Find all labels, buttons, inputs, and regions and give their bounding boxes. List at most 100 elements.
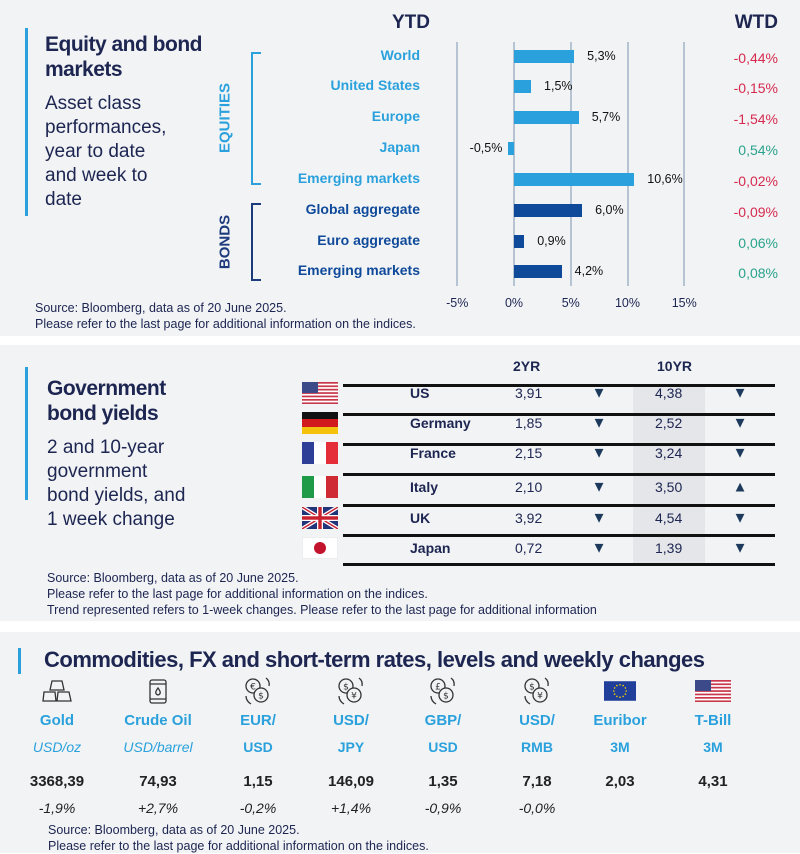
commodity-item: $ ¥ USD/RMB 7,18 -0,0%: [487, 676, 587, 816]
trend-down-icon: ▼: [732, 384, 748, 402]
country-name: Japan: [410, 540, 451, 556]
trend-down-icon: ▼: [732, 444, 748, 462]
wtd-value: -0,44%: [733, 50, 778, 66]
x-tick-label: 10%: [614, 296, 641, 310]
yield-10yr: 4,54: [655, 510, 683, 526]
yield-10yr: 2,52: [655, 415, 683, 431]
table-divider: [343, 413, 775, 416]
value-label: 6,0%: [595, 203, 624, 217]
commodity-item: £ $ GBP/USD 1,35 -0,9%: [393, 676, 493, 816]
item-unit: USD/oz: [32, 739, 82, 755]
x-tick-label: -5%: [446, 296, 469, 310]
commodity-item: Gold USD/oz 3368,39 -1,9%: [7, 676, 107, 816]
item-weekly-change: -1,9%: [38, 800, 76, 816]
bonds-group-label: BONDS: [216, 214, 234, 270]
item-weekly-change: -0,9%: [424, 800, 462, 816]
category-label: Emerging markets: [297, 262, 420, 278]
bar: [514, 80, 532, 93]
section-title: Commodities, FX and short-term rates, le…: [44, 647, 705, 672]
header-10yr: 10YR: [657, 358, 693, 374]
yield-2yr: 3,92: [515, 510, 543, 526]
gridline: [456, 42, 459, 286]
currency-exchange-icon: $ ¥: [487, 676, 587, 706]
trend-down-icon: ▼: [591, 478, 607, 496]
svg-text:$: $: [258, 692, 264, 702]
germany-flag-icon: [302, 412, 338, 434]
svg-text:£: £: [435, 683, 441, 693]
commodities-section: Commodities, FX and short-term rates, le…: [0, 632, 800, 853]
svg-text:€: €: [250, 683, 256, 693]
commodity-item: Euribor 3M 2,03: [570, 676, 670, 800]
trend-down-icon: ▼: [591, 509, 607, 527]
wtd-value: 0,54%: [738, 142, 778, 158]
bar: [508, 142, 514, 155]
gridline: [513, 42, 515, 286]
value-label: 1,5%: [544, 79, 573, 93]
source-note: Source: Bloomberg, data as of 20 June 20…: [48, 823, 429, 853]
wtd-value: 0,06%: [738, 235, 778, 251]
currency-exchange-icon: € $: [208, 676, 308, 706]
item-unit: USD: [428, 739, 458, 755]
trend-down-icon: ▼: [732, 539, 748, 557]
equities-group-label: EQUITIES: [216, 82, 234, 154]
wtd-value: -1,54%: [733, 111, 778, 127]
equities-bracket: [251, 52, 261, 185]
country-name: France: [410, 445, 456, 461]
table-divider: [343, 504, 775, 507]
bar: [514, 204, 583, 217]
gridline: [626, 42, 629, 286]
item-unit: USD: [243, 739, 273, 755]
accent-bar: [25, 28, 28, 216]
category-label: Europe: [371, 108, 420, 124]
section-subtitle: Asset class performances, year to date a…: [45, 93, 167, 210]
category-label: Euro aggregate: [317, 232, 420, 248]
equity-bond-section: Equity and bond markets Asset class perf…: [0, 0, 800, 336]
category-label: Emerging markets: [297, 170, 420, 186]
item-label: Crude Oil: [124, 712, 192, 729]
yield-2yr: 3,91: [515, 385, 543, 401]
wtd-value: -0,09%: [733, 204, 778, 220]
country-name: UK: [410, 510, 431, 526]
accent-bar: [25, 367, 28, 500]
table-divider: [343, 563, 775, 566]
header-2yr: 2YR: [513, 358, 541, 374]
bar: [514, 50, 575, 63]
table-divider: [343, 534, 775, 537]
item-weekly-change: -0,2%: [239, 800, 277, 816]
oil-barrel-icon: [108, 676, 208, 706]
us-flag-icon: [663, 676, 763, 706]
trend-down-icon: ▼: [591, 384, 607, 402]
yield-2yr: 0,72: [515, 540, 543, 556]
item-label: EUR/: [240, 712, 276, 729]
trend-down-icon: ▼: [591, 444, 607, 462]
country-name: US: [410, 385, 430, 401]
source-note: Source: Bloomberg, data as of 20 June 20…: [35, 301, 416, 331]
wtd-header: WTD: [734, 12, 778, 33]
currency-exchange-icon: £ $: [393, 676, 493, 706]
value-label: 5,3%: [587, 49, 616, 63]
gridline: [569, 42, 572, 286]
bar: [514, 111, 579, 124]
yield-10yr: 1,39: [655, 540, 683, 556]
uk-flag-icon: [300, 505, 340, 531]
item-weekly-change: +1,4%: [330, 800, 372, 816]
value-label: 5,7%: [591, 110, 621, 124]
item-label: USD/: [519, 712, 555, 729]
trend-down-icon: ▼: [591, 414, 607, 432]
section-title: Equity and bond markets: [45, 33, 202, 81]
item-value: 4,31: [698, 773, 728, 790]
yield-10yr: 3,24: [655, 445, 683, 461]
item-weekly-change: +2,7%: [137, 800, 179, 816]
category-label: Global aggregate: [305, 201, 420, 217]
svg-text:$: $: [443, 692, 449, 702]
item-label: GBP/: [424, 712, 462, 729]
commodity-item: T-Bill 3M 4,31: [663, 676, 763, 800]
svg-text:$: $: [343, 683, 349, 693]
x-tick-label: 0%: [504, 296, 524, 310]
eu-flag-icon: [570, 676, 670, 706]
section-subtitle: 2 and 10-year government bond yields, an…: [47, 437, 186, 530]
svg-text:¥: ¥: [537, 692, 543, 702]
bonds-bracket: [251, 203, 261, 281]
wtd-value: -0,15%: [733, 80, 778, 96]
item-value: 1,15: [243, 773, 273, 790]
